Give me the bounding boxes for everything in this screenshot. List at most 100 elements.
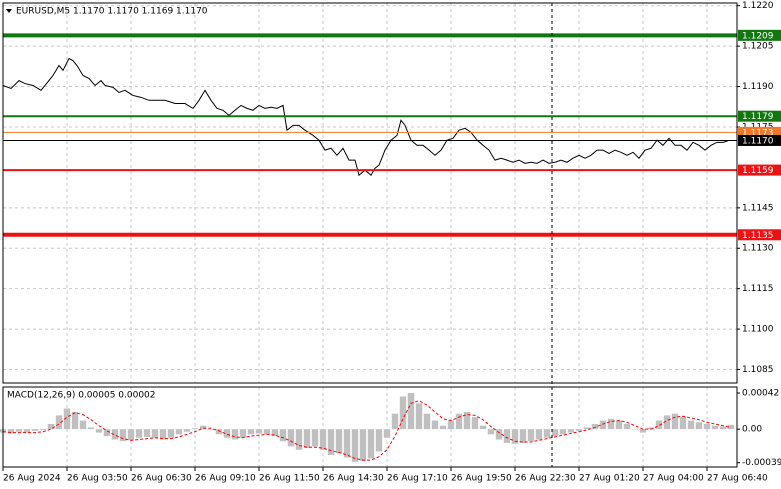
x-tick-label: 26 Aug 19:50 — [451, 474, 512, 484]
macd-bar — [407, 393, 415, 430]
x-tick-label: 27 Aug 01:20 — [579, 474, 640, 484]
level-tag-label: 1.1173 — [742, 128, 774, 138]
x-tick-label: 26 Aug 09:10 — [195, 474, 256, 484]
macd-bar — [551, 429, 559, 437]
macd-bar — [535, 429, 543, 440]
macd-bar — [519, 429, 527, 443]
macd-bar — [487, 429, 495, 435]
y-tick-label: 1.1115 — [742, 284, 774, 294]
macd-bar — [663, 415, 671, 430]
x-tick-label: 27 Aug 06:40 — [707, 474, 768, 484]
macd-bar — [151, 429, 159, 438]
macd-bar — [623, 423, 631, 430]
macd-bar — [327, 429, 335, 455]
x-tick-label: 26 Aug 14:30 — [323, 474, 384, 484]
macd-bar — [95, 429, 103, 433]
level-tag — [738, 126, 781, 138]
macd-bar — [455, 413, 463, 430]
macd-bar — [143, 429, 151, 437]
macd-bar — [303, 429, 311, 449]
y-tick-label: 1.1220 — [742, 1, 774, 11]
macd-frame — [2, 386, 738, 468]
macd-title: MACD(12,26,9) 0.00005 0.00002 — [7, 391, 156, 401]
macd-bar — [591, 423, 599, 430]
chart-title: EURUSD,M5 1.1170 1.1170 1.1169 1.1170 — [16, 7, 208, 17]
macd-bar — [215, 429, 223, 435]
data-layer — [0, 33, 737, 462]
macd-bar — [639, 429, 647, 433]
macd-bar — [559, 429, 567, 435]
macd-bar — [567, 429, 575, 433]
macd-bar — [583, 427, 591, 430]
macd-bar — [415, 403, 423, 430]
macd-bar — [223, 429, 231, 438]
macd-bar — [79, 420, 87, 430]
macd-bar — [631, 429, 639, 430]
macd-bar — [375, 429, 383, 452]
level-tag — [738, 164, 781, 176]
macd-bar — [679, 417, 687, 430]
x-tick-label: 26 Aug 03:50 — [67, 474, 128, 484]
macd-bar — [335, 429, 343, 454]
macd-bar — [63, 408, 71, 430]
macd-bar — [7, 429, 15, 434]
macd-bar — [279, 429, 287, 442]
macd-bar — [607, 418, 615, 430]
macd-bar — [431, 420, 439, 430]
macd-bar — [135, 429, 143, 438]
x-tick-label: 27 Aug 04:00 — [643, 474, 704, 484]
macd-bar — [391, 413, 399, 430]
macd-bar — [463, 411, 471, 430]
macd-bar — [111, 429, 119, 440]
y-tick-label: -0.00039 — [742, 458, 781, 468]
macd-bar — [719, 426, 727, 430]
macd-bar — [599, 420, 607, 430]
y-tick-label: 1.1085 — [742, 365, 774, 375]
macd-bar — [367, 429, 375, 459]
x-tick-label: 26 Aug 06:30 — [131, 474, 192, 484]
macd-bar — [511, 429, 519, 444]
menu-triangle — [6, 9, 12, 13]
y-tick-label: 0.00 — [742, 425, 762, 435]
macd-bar — [703, 423, 711, 430]
y-tick-label: 1.1130 — [742, 244, 774, 254]
level-tag — [738, 110, 781, 122]
macd-bar — [87, 427, 95, 430]
x-tick-label: 26 Aug 22:30 — [515, 474, 576, 484]
macd-bar — [503, 429, 511, 443]
signal-line — [2, 400, 732, 461]
macd-bar — [199, 425, 207, 430]
macd-bar — [263, 429, 271, 435]
y-tick-label: 1.1190 — [742, 82, 774, 92]
macd-bar — [207, 429, 215, 430]
macd-bar — [527, 429, 535, 442]
macd-bar — [655, 420, 663, 430]
macd-bar — [159, 429, 167, 440]
macd-bar — [687, 420, 695, 430]
macd-bar — [479, 425, 487, 430]
macd-bar — [439, 425, 447, 430]
macd-bar — [55, 415, 63, 430]
macd-bar — [295, 429, 303, 450]
macd-bar — [711, 425, 719, 430]
y-tick-label: 1.1205 — [742, 42, 774, 52]
macd-bar — [383, 429, 391, 438]
level-tag-label: 1.1170 — [742, 136, 774, 146]
macd-bar — [103, 429, 111, 437]
macd-bar — [15, 429, 23, 432]
main-frame — [2, 2, 738, 384]
x-tick-label: 26 Aug 11:50 — [259, 474, 320, 484]
level-tag — [738, 229, 781, 241]
macd-bar — [311, 429, 319, 447]
macd-bar — [495, 429, 503, 440]
macd-bar — [47, 423, 55, 430]
macd-bar — [343, 429, 351, 458]
level-tag-label: 1.1179 — [742, 112, 774, 122]
macd-bar — [255, 429, 263, 434]
level-tag — [738, 134, 781, 146]
grid-layer — [3, 3, 737, 467]
